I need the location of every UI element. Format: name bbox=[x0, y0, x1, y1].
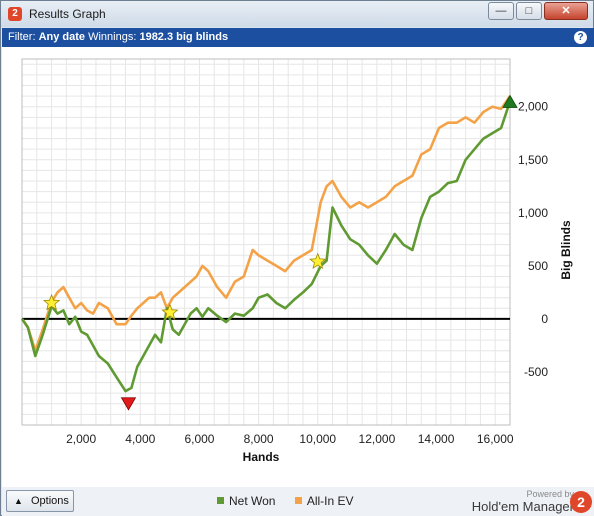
x-tick-label: 12,000 bbox=[359, 432, 396, 446]
legend-item-all-in-ev: All-In EV bbox=[294, 494, 354, 508]
brand-name: Hold'em Manager bbox=[471, 499, 574, 514]
filter-label: Filter: bbox=[8, 31, 36, 43]
star-marker bbox=[42, 293, 61, 311]
legend-swatch-all-in-ev bbox=[294, 497, 302, 504]
y-tick-label: 0 bbox=[541, 312, 548, 326]
brand-logo-icon: 2 bbox=[570, 491, 592, 513]
y-tick-label: 2,000 bbox=[518, 100, 548, 114]
y-tick-label: 1,000 bbox=[518, 206, 548, 220]
brand: Powered by Hold'em Manager bbox=[472, 489, 574, 514]
minimize-button[interactable]: — bbox=[488, 2, 514, 20]
y-tick-label: 1,500 bbox=[518, 153, 548, 167]
winnings-label: Winnings: bbox=[88, 31, 137, 43]
chevron-up-icon: ▲ bbox=[14, 496, 23, 506]
series-all-in-ev-line bbox=[20, 95, 512, 353]
star-marker bbox=[161, 303, 179, 320]
window-title: Results Graph bbox=[29, 7, 106, 21]
series-net-won-line bbox=[20, 100, 512, 393]
winnings-value: 1982.3 big blinds bbox=[139, 31, 229, 43]
y-tick-label: 500 bbox=[528, 259, 548, 273]
legend-swatch-net-won bbox=[217, 497, 224, 504]
legend-label-all-in-ev: All-In EV bbox=[306, 494, 354, 508]
title-bar: 2 Results Graph — □ ✕ bbox=[1, 1, 593, 27]
app-logo-icon: 2 bbox=[8, 7, 22, 21]
min-marker-triangle bbox=[120, 397, 137, 411]
x-tick-label: 6,000 bbox=[184, 432, 214, 446]
graph-area: 2,000 4,000 6,000 8,000 10,000 12,000 14,000 16… bbox=[2, 47, 594, 487]
x-tick-label: 16,000 bbox=[477, 432, 514, 446]
x-axis-label: Hands bbox=[243, 450, 280, 464]
filter-bar: Filter: Any date Winnings: 1982.3 big bl… bbox=[2, 28, 594, 47]
legend-item-net-won: Net Won bbox=[217, 494, 275, 508]
chart-legend: Net Won All-In EV bbox=[217, 494, 370, 508]
help-icon[interactable]: ? bbox=[574, 31, 587, 44]
x-tick-label: 14,000 bbox=[418, 432, 455, 446]
max-marker-triangle bbox=[502, 94, 518, 108]
footer-bar: ▲ Options Net Won All-In EV Powered by H… bbox=[2, 487, 594, 516]
y-axis-label: Big Blinds bbox=[559, 220, 573, 280]
filter-value[interactable]: Any date bbox=[38, 31, 86, 43]
legend-label-net-won: Net Won bbox=[229, 494, 276, 508]
plot-frame bbox=[21, 58, 511, 426]
results-chart: 2,000 4,000 6,000 8,000 10,000 12,000 14,000 16… bbox=[20, 58, 573, 464]
x-tick-label: 10,000 bbox=[299, 432, 336, 446]
maximize-button[interactable]: □ bbox=[516, 2, 542, 20]
brand-powered-text: Powered by bbox=[526, 489, 574, 499]
x-tick-label: 8,000 bbox=[244, 432, 274, 446]
x-tick-label: 4,000 bbox=[125, 432, 155, 446]
y-tick-label: -500 bbox=[524, 365, 548, 379]
options-button[interactable]: ▲ Options bbox=[6, 490, 74, 512]
close-button[interactable]: ✕ bbox=[544, 2, 588, 20]
star-marker bbox=[309, 252, 327, 269]
x-tick-label: 2,000 bbox=[66, 432, 96, 446]
options-label: Options bbox=[31, 495, 69, 507]
